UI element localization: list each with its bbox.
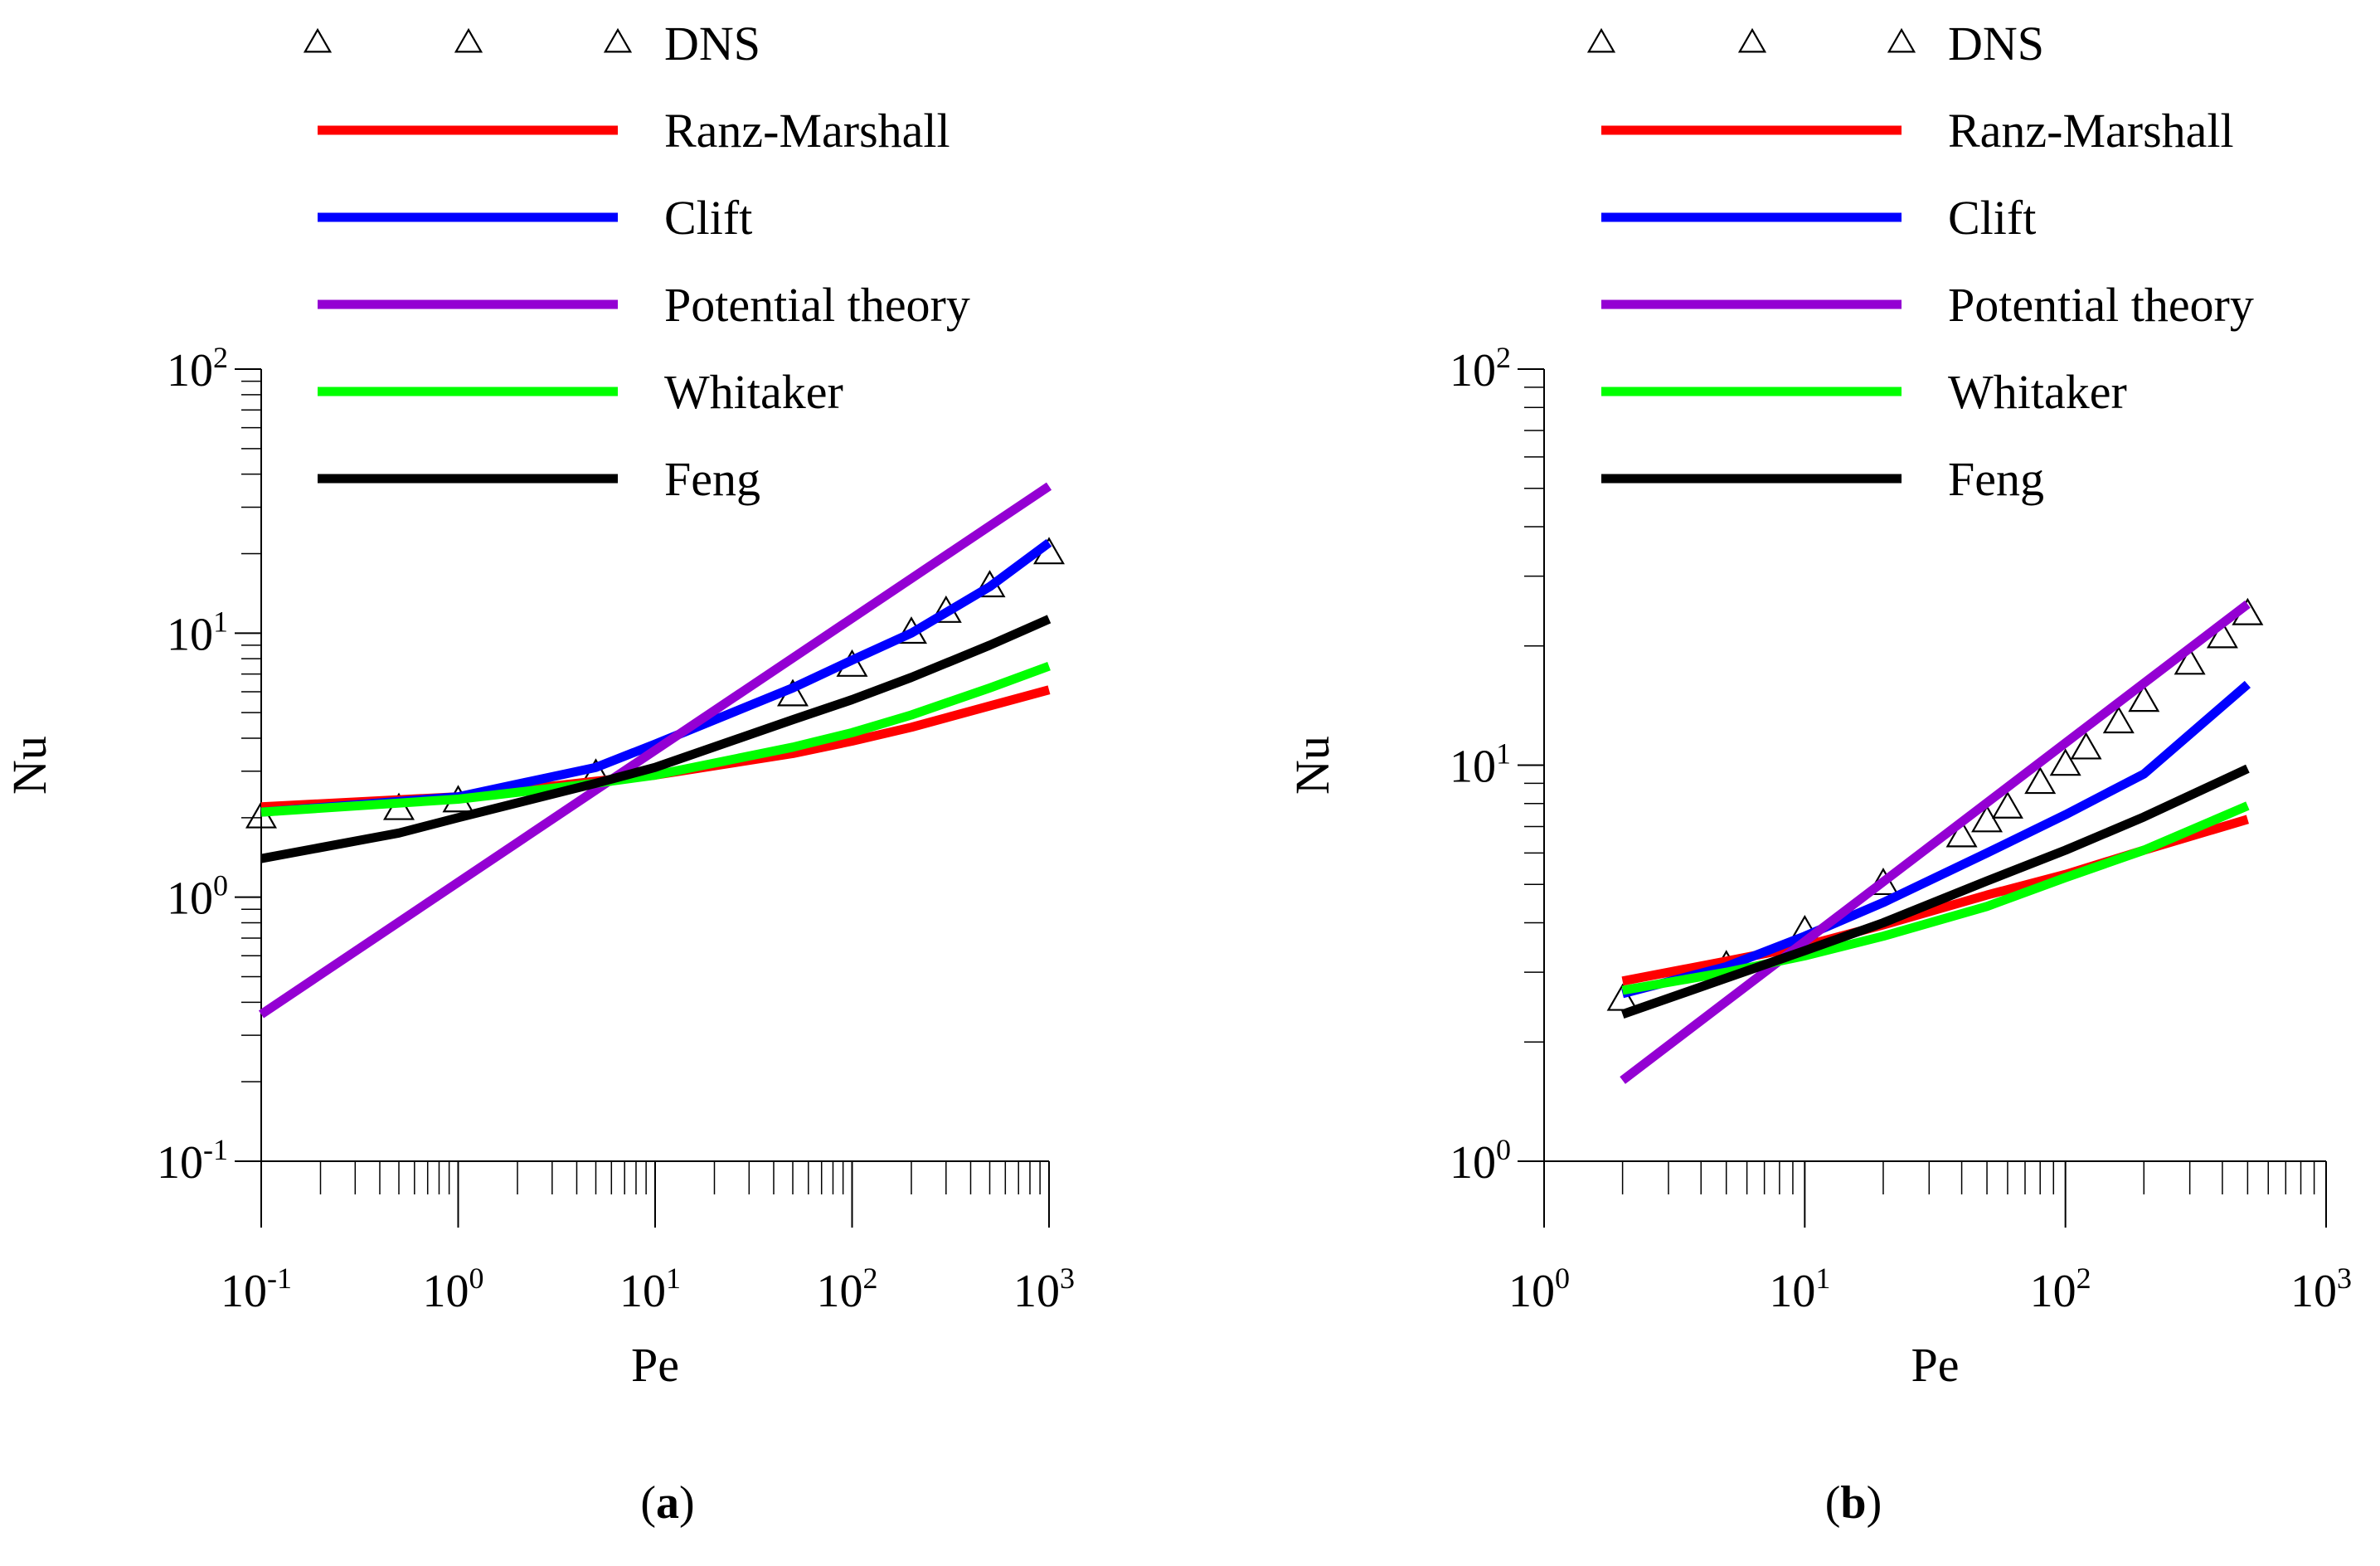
y-axis-title: Nu (2, 736, 56, 795)
dns-marker (2024, 766, 2057, 795)
x-axis-title: Pe (631, 1338, 679, 1392)
legend-label: Ranz-Marshall (1948, 104, 2234, 158)
x-tick-label: 101 (1769, 1262, 1830, 1317)
legend-label: Ranz-Marshall (664, 104, 950, 158)
series-line (1621, 680, 2251, 999)
x-tick-label: 102 (2030, 1262, 2091, 1317)
series-potential-theory (258, 482, 1052, 1019)
dns-marker (2206, 620, 2238, 649)
legend-label: DNS (1948, 17, 2044, 71)
y-tick-label: 102 (167, 341, 228, 396)
legend-label: Clift (664, 191, 752, 245)
legend: DNS Ranz-Marshall Clift Potential theory Whi… (303, 17, 970, 506)
series-line (260, 538, 1052, 817)
chart-panel-1: 10-1 100 101 102 10-1 100 101 102 103 Pe Nu DNS Ranz… (2, 17, 1075, 1529)
series-line (260, 661, 1051, 817)
series-line (258, 482, 1052, 1019)
y-tick-label: 101 (167, 605, 228, 660)
dns-marker (2070, 732, 2102, 760)
series-potential-theory (1620, 601, 2251, 1084)
y-tick-label: 10-1 (157, 1133, 228, 1189)
legend-label: Feng (664, 452, 760, 506)
legend: DNS Ranz-Marshall Clift Potential theory Whi… (1586, 17, 2254, 506)
x-tick-label: 101 (619, 1262, 681, 1317)
dns-marker (2102, 706, 2135, 734)
x-axis-title: Pe (1911, 1338, 1960, 1392)
legend-label: Potential theory (1948, 278, 2254, 332)
dns-marker (1991, 790, 2023, 819)
x-tick-label: 100 (1508, 1262, 1570, 1317)
y-tick-label: 101 (1450, 737, 1511, 793)
chart-panel-2: 100 101 102 100 101 102 103 Pe Nu DNS Ranz-Marshal… (1285, 17, 2352, 1529)
series-clift (260, 538, 1052, 817)
dns-marker (1945, 819, 1978, 848)
panel-label: (b) (1825, 1477, 1882, 1529)
dns-marker (2174, 647, 2206, 675)
dns-marker (2128, 684, 2160, 712)
legend-marker-icon (454, 27, 483, 53)
y-tick-label: 100 (167, 869, 228, 925)
series-dns (245, 537, 1066, 829)
dns-marker (1971, 805, 2004, 833)
series-line (1620, 601, 2251, 1084)
legend-marker-icon (603, 27, 633, 53)
series-line (260, 615, 1052, 863)
legend-marker-icon (1737, 27, 1767, 53)
series-feng (260, 615, 1052, 863)
dns-marker (2049, 748, 2081, 776)
x-tick-label: 102 (817, 1262, 878, 1317)
legend-marker-icon (1887, 27, 1916, 53)
series-feng (1620, 764, 2250, 1019)
legend-label: Clift (1948, 191, 2036, 245)
x-tick-label: 100 (423, 1262, 484, 1317)
legend-marker-icon (303, 27, 333, 53)
x-tick-label: 103 (2290, 1262, 2352, 1317)
series-line (1620, 764, 2250, 1019)
series-clift (1621, 680, 2251, 999)
x-tick-label: 10-1 (221, 1262, 292, 1317)
x-tick-label: 103 (1013, 1262, 1075, 1317)
legend-label: Whitaker (664, 365, 843, 419)
legend-marker-icon (1586, 27, 1616, 53)
y-tick-label: 100 (1450, 1133, 1511, 1189)
y-tick-label: 102 (1450, 341, 1511, 396)
y-axis-title: Nu (1285, 736, 1339, 795)
panel-label: (a) (640, 1477, 694, 1529)
legend-label: Potential theory (664, 278, 970, 332)
legend-label: Whitaker (1948, 365, 2127, 419)
legend-label: Feng (1948, 452, 2044, 506)
legend-label: DNS (664, 17, 760, 71)
series-whitaker (260, 661, 1051, 817)
